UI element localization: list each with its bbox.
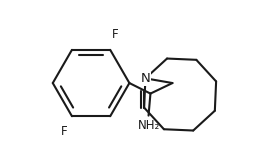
- Text: F: F: [112, 28, 118, 41]
- Text: O: O: [139, 72, 149, 85]
- Text: N: N: [140, 72, 150, 85]
- Text: NH₂: NH₂: [137, 119, 160, 132]
- Text: F: F: [61, 125, 68, 138]
